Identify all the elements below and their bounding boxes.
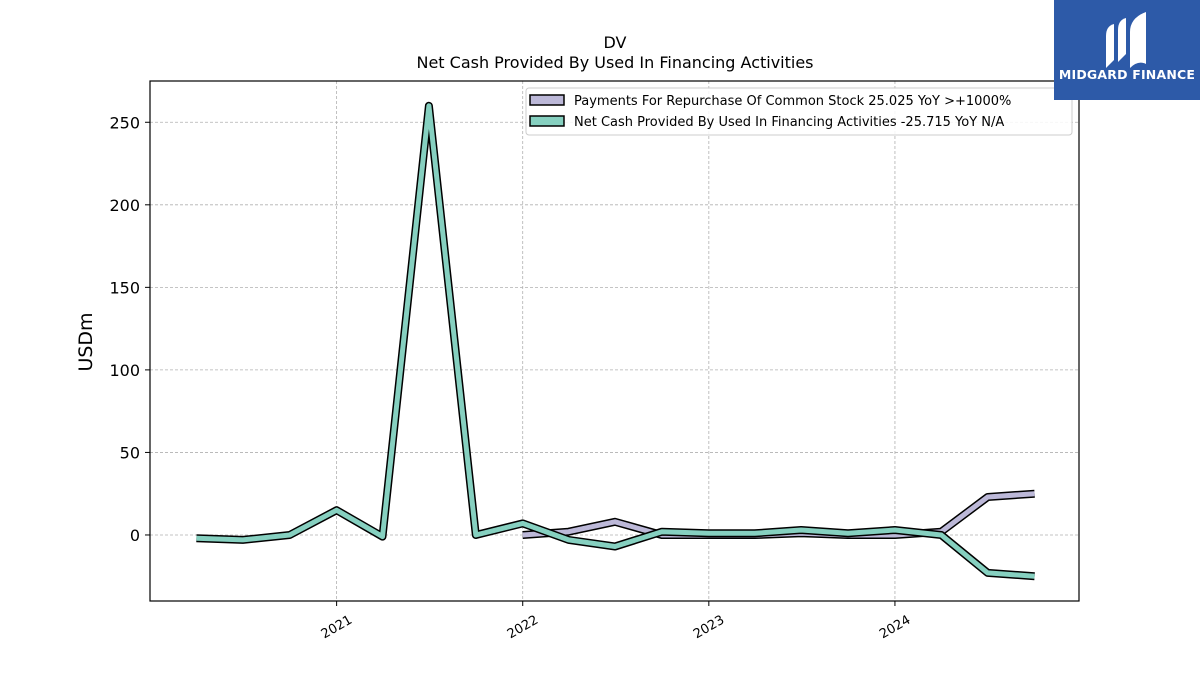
series-line-2: [196, 103, 1035, 579]
x-tick-label: 2024: [877, 613, 913, 643]
series-outline-2: [196, 101, 1035, 581]
brand-name: MIDGARD FINANCE: [1058, 67, 1196, 82]
plot-frame: [149, 80, 1080, 602]
y-tick-label: 100: [109, 361, 140, 380]
x-tick-label: 2023: [691, 613, 727, 643]
legend-label: Payments For Repurchase Of Common Stock …: [574, 94, 1011, 109]
y-tick-label: 50: [120, 443, 140, 462]
chart-subtitle: Net Cash Provided By Used In Financing A…: [416, 53, 813, 72]
legend-swatch: [529, 94, 565, 106]
y-tick-label: 200: [109, 196, 140, 215]
y-tick-label: 150: [109, 278, 140, 297]
brand-logo: MIDGARD FINANCE: [1054, 0, 1200, 100]
plot-series: [196, 101, 1035, 581]
legend-box: [525, 87, 1073, 136]
x-tick-label: 2021: [319, 613, 355, 643]
y-axis-label: USDm: [75, 312, 97, 371]
y-tick-label: 250: [109, 113, 140, 132]
x-tick-label: 2022: [505, 613, 541, 643]
legend: Payments For Repurchase Of Common Stock …: [525, 87, 1073, 136]
y-tick-label: 0: [130, 526, 140, 545]
chart-title: DV: [604, 33, 627, 52]
legend-label: Net Cash Provided By Used In Financing A…: [574, 115, 1004, 130]
legend-swatch: [529, 115, 565, 127]
midgard-logo-icon: [1106, 12, 1146, 68]
grid-lines: [150, 81, 1079, 601]
axis-ticks: 0 50 100 150 200 250 2021 2022 2023 2024: [109, 113, 913, 642]
